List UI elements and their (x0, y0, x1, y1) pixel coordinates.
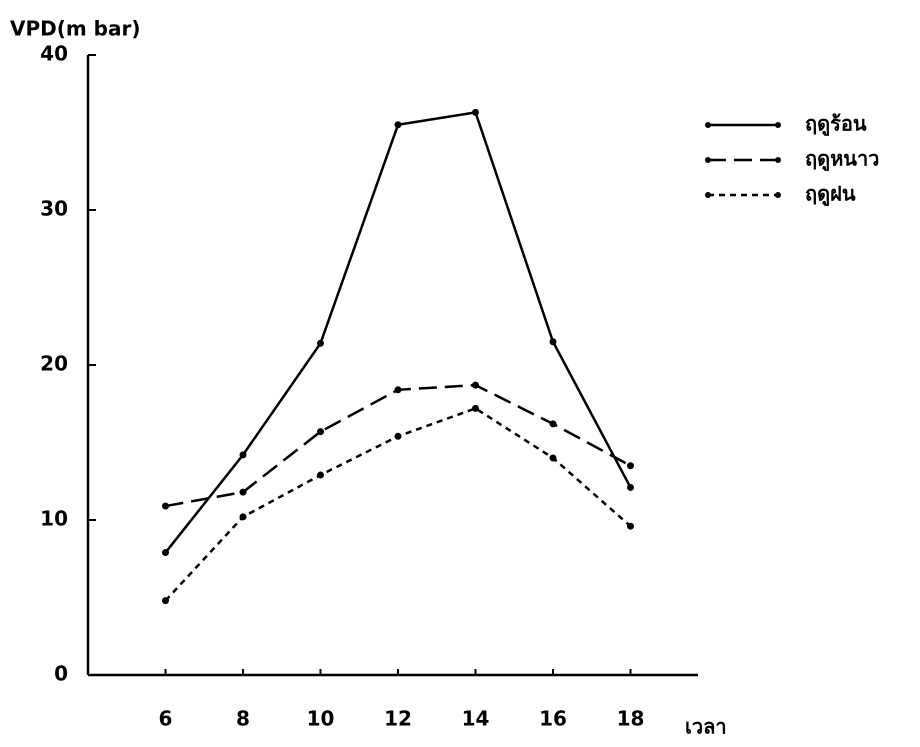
x-tick-label: 18 (617, 707, 645, 731)
data-point (162, 597, 169, 604)
data-point (240, 513, 247, 520)
legend-label: ฤดูร้อน (805, 112, 867, 138)
x-tick-label: 16 (539, 707, 567, 731)
data-point (472, 109, 479, 116)
legend-dot (775, 157, 781, 163)
series-line (166, 385, 631, 506)
data-point (627, 462, 634, 469)
y-tick-label: 10 (40, 507, 68, 531)
legend-label: ฤดูหนาว (805, 147, 879, 173)
data-point (550, 420, 557, 427)
x-tick-label: 6 (159, 707, 173, 731)
data-point (240, 489, 247, 496)
data-point (550, 455, 557, 462)
y-tick-label: 30 (40, 197, 68, 221)
legend-dot (705, 122, 711, 128)
data-point (317, 428, 324, 435)
data-point (162, 549, 169, 556)
data-point (395, 121, 402, 128)
x-tick-label: 14 (462, 707, 490, 731)
data-point (240, 451, 247, 458)
series-line (166, 112, 631, 552)
y-axis-label: VPD(m bar) (10, 17, 141, 41)
data-point (317, 340, 324, 347)
data-point (627, 523, 634, 530)
data-point (395, 386, 402, 393)
y-tick-label: 0 (54, 662, 68, 686)
legend-dot (705, 192, 711, 198)
data-point (550, 338, 557, 345)
x-axis-label: เวลา (685, 715, 727, 739)
legend-label: ฤดูฝน (805, 182, 856, 208)
x-tick-label: 10 (307, 707, 335, 731)
chart: VPD(m bar) เวลา 0 10 20 30 40 6 8 10 12 14 16 18 ฤดู… (0, 0, 920, 747)
data-point (317, 472, 324, 479)
x-tick-label: 8 (236, 707, 250, 731)
data-point (627, 484, 634, 491)
data-point (472, 382, 479, 389)
page: VPD(m bar) เวลา 0 10 20 30 40 6 8 10 12 14 16 18 ฤดู… (0, 0, 920, 747)
legend-dot (775, 192, 781, 198)
data-point (472, 405, 479, 412)
y-tick-label: 20 (40, 352, 68, 376)
data-point (395, 433, 402, 440)
y-tick-label: 40 (40, 42, 68, 66)
x-tick-label: 12 (384, 707, 412, 731)
legend-dot (705, 157, 711, 163)
data-point (162, 503, 169, 510)
legend-dot (775, 122, 781, 128)
